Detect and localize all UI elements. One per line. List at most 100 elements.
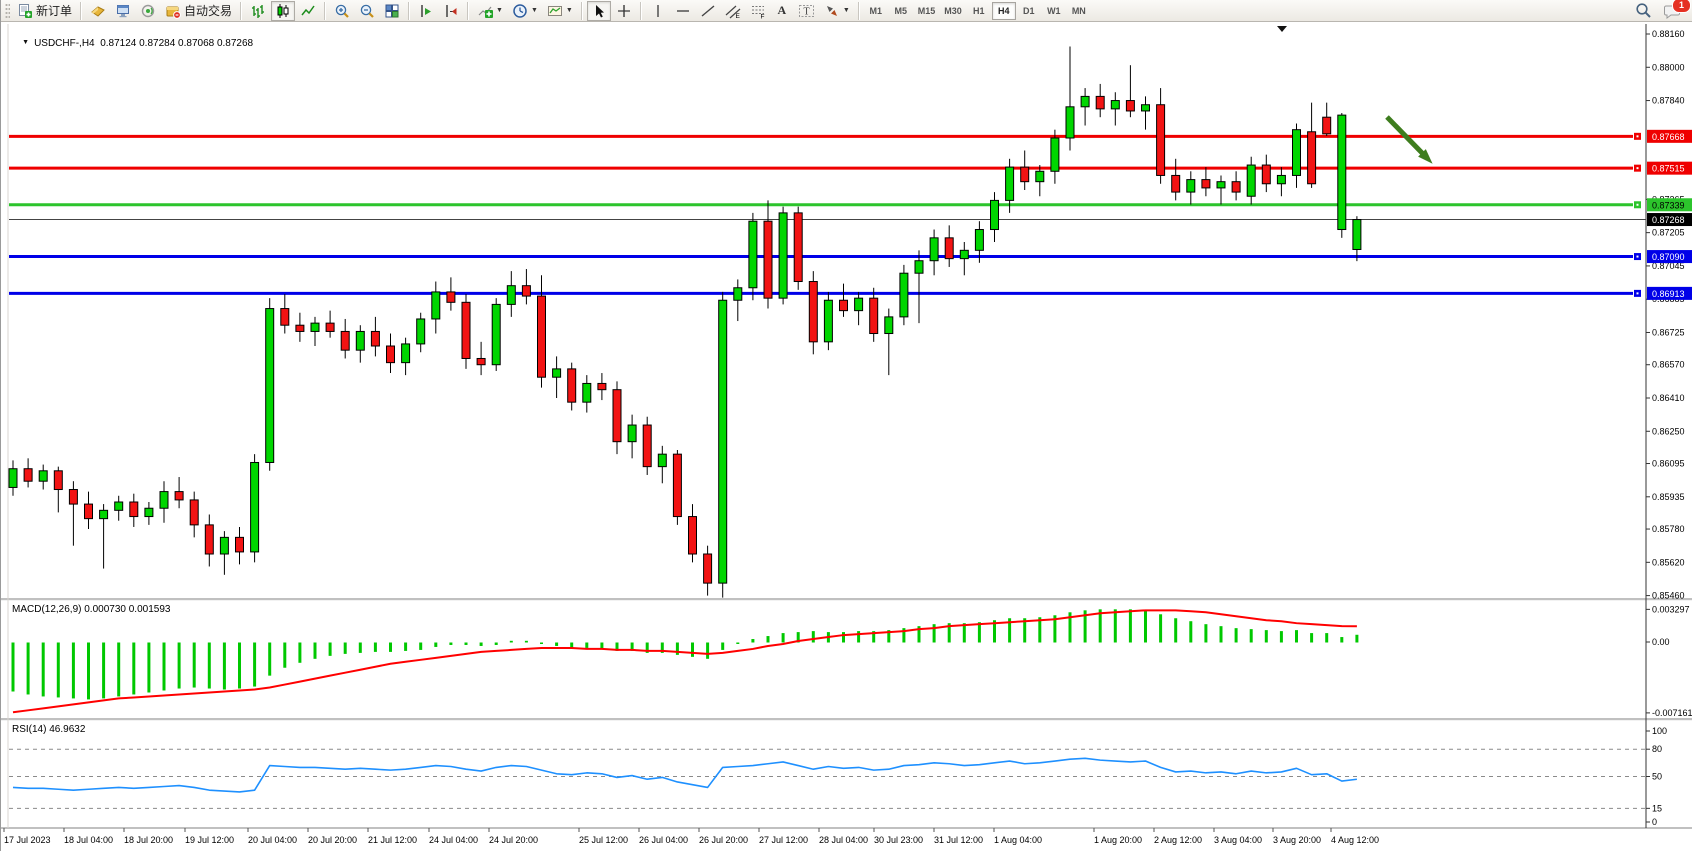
candle[interactable] <box>582 382 592 403</box>
timeframe-button-M30[interactable]: M30 <box>940 2 966 20</box>
candle[interactable] <box>642 424 652 468</box>
price-level-badge[interactable] <box>1647 286 1692 300</box>
chart-shift-button[interactable] <box>439 1 463 21</box>
text-tool-button[interactable]: A <box>771 1 793 21</box>
candle[interactable] <box>688 516 697 555</box>
candle[interactable] <box>295 324 305 332</box>
candle[interactable] <box>823 299 833 343</box>
candle[interactable] <box>129 501 139 518</box>
candle[interactable] <box>340 330 350 351</box>
price-level-badge[interactable] <box>1647 250 1692 264</box>
candle[interactable] <box>53 470 63 491</box>
search-button[interactable] <box>1631 1 1656 21</box>
current-price-badge[interactable] <box>1647 213 1692 227</box>
candle[interactable] <box>250 461 260 553</box>
trendline-tool-button[interactable] <box>696 1 720 21</box>
timeframe-button-D1[interactable]: D1 <box>1017 2 1041 20</box>
candle[interactable] <box>748 220 758 289</box>
candle[interactable] <box>808 281 818 343</box>
candle[interactable] <box>355 330 365 351</box>
candle[interactable] <box>1005 166 1015 201</box>
price-level-badge[interactable] <box>1647 129 1692 143</box>
signal-button[interactable] <box>136 1 160 21</box>
candle[interactable] <box>778 212 788 299</box>
candle[interactable] <box>1276 174 1286 185</box>
candle[interactable] <box>1065 106 1075 139</box>
candle[interactable] <box>1156 104 1166 176</box>
indicators-button[interactable]: ▼ <box>473 1 507 21</box>
candle[interactable] <box>914 260 924 274</box>
candle[interactable] <box>1171 174 1181 193</box>
candle[interactable] <box>219 536 229 555</box>
new-order-button[interactable]: 新订单 <box>13 1 76 21</box>
candle[interactable] <box>310 322 320 332</box>
periods-button[interactable]: ▼ <box>508 1 542 21</box>
candle[interactable] <box>1352 219 1362 250</box>
candle[interactable] <box>461 301 471 359</box>
candle[interactable] <box>1050 137 1060 172</box>
timeframe-button-M1[interactable]: M1 <box>864 2 888 20</box>
candle[interactable] <box>401 343 411 364</box>
bar-chart-type-button[interactable] <box>246 1 270 21</box>
candle[interactable] <box>280 308 290 326</box>
candle[interactable] <box>174 491 184 501</box>
cursor-button[interactable] <box>586 0 611 21</box>
drawn-arrow-annotation[interactable] <box>1385 115 1429 160</box>
hline-tool-button[interactable] <box>671 1 695 21</box>
candle[interactable] <box>204 524 214 555</box>
candle[interactable] <box>733 287 743 301</box>
candle[interactable] <box>8 468 18 488</box>
candle[interactable] <box>1020 166 1030 183</box>
arrows-tool-button[interactable]: ▼ <box>820 1 854 21</box>
chart-shift-marker[interactable] <box>1277 26 1287 32</box>
tile-windows-button[interactable] <box>380 1 404 21</box>
candle[interactable] <box>1095 95 1105 110</box>
candle[interactable] <box>703 553 713 584</box>
timeframe-button-MN[interactable]: MN <box>1067 2 1091 20</box>
zoom-in-button[interactable] <box>330 1 354 21</box>
candle[interactable] <box>763 220 773 299</box>
candle[interactable] <box>99 509 109 520</box>
toolbar-grip[interactable] <box>5 2 10 19</box>
candle[interactable] <box>189 499 199 526</box>
candle[interactable] <box>990 199 999 231</box>
candle[interactable] <box>325 322 335 332</box>
candle[interactable] <box>1322 116 1332 135</box>
candle[interactable] <box>552 368 562 378</box>
chart-window-button[interactable] <box>111 1 135 21</box>
candle[interactable] <box>672 453 682 518</box>
crosshair-button[interactable] <box>612 1 636 21</box>
candle[interactable] <box>23 468 33 482</box>
candle[interactable] <box>1261 164 1271 185</box>
candle[interactable] <box>1035 170 1045 183</box>
candlestick-type-button[interactable] <box>271 0 296 21</box>
candle[interactable] <box>159 491 169 509</box>
notification-badge[interactable]: 1 <box>1672 0 1691 13</box>
timeframe-button-H1[interactable]: H1 <box>967 2 991 20</box>
timeframe-button-H4[interactable]: H4 <box>991 1 1016 20</box>
templates-button[interactable]: ▼ <box>543 1 577 21</box>
candle[interactable] <box>899 272 909 318</box>
candle[interactable] <box>793 212 803 283</box>
candle[interactable] <box>1080 95 1090 108</box>
timeframe-button-W1[interactable]: W1 <box>1042 2 1066 20</box>
candle[interactable] <box>1201 179 1211 189</box>
candle[interactable] <box>431 291 441 320</box>
candle[interactable] <box>1141 104 1150 112</box>
candle[interactable] <box>84 503 93 520</box>
candle[interactable] <box>114 501 124 511</box>
candle[interactable] <box>446 291 456 303</box>
candle[interactable] <box>68 489 78 505</box>
candle[interactable] <box>929 237 939 262</box>
candle[interactable] <box>839 299 848 312</box>
candle[interactable] <box>718 299 728 584</box>
channel-tool-button[interactable]: E <box>721 1 745 21</box>
symbol-ohlc-line[interactable]: ▼ USDCHF-,H4 0.87124 0.87284 0.87068 0.87… <box>11 27 253 60</box>
vline-tool-button[interactable] <box>646 1 670 21</box>
candle[interactable] <box>416 318 426 345</box>
candle[interactable] <box>944 237 954 260</box>
candle[interactable] <box>974 229 984 251</box>
autotrading-button[interactable]: 自动交易 <box>161 1 236 21</box>
candle[interactable] <box>627 424 637 443</box>
candle[interactable] <box>1231 181 1241 193</box>
